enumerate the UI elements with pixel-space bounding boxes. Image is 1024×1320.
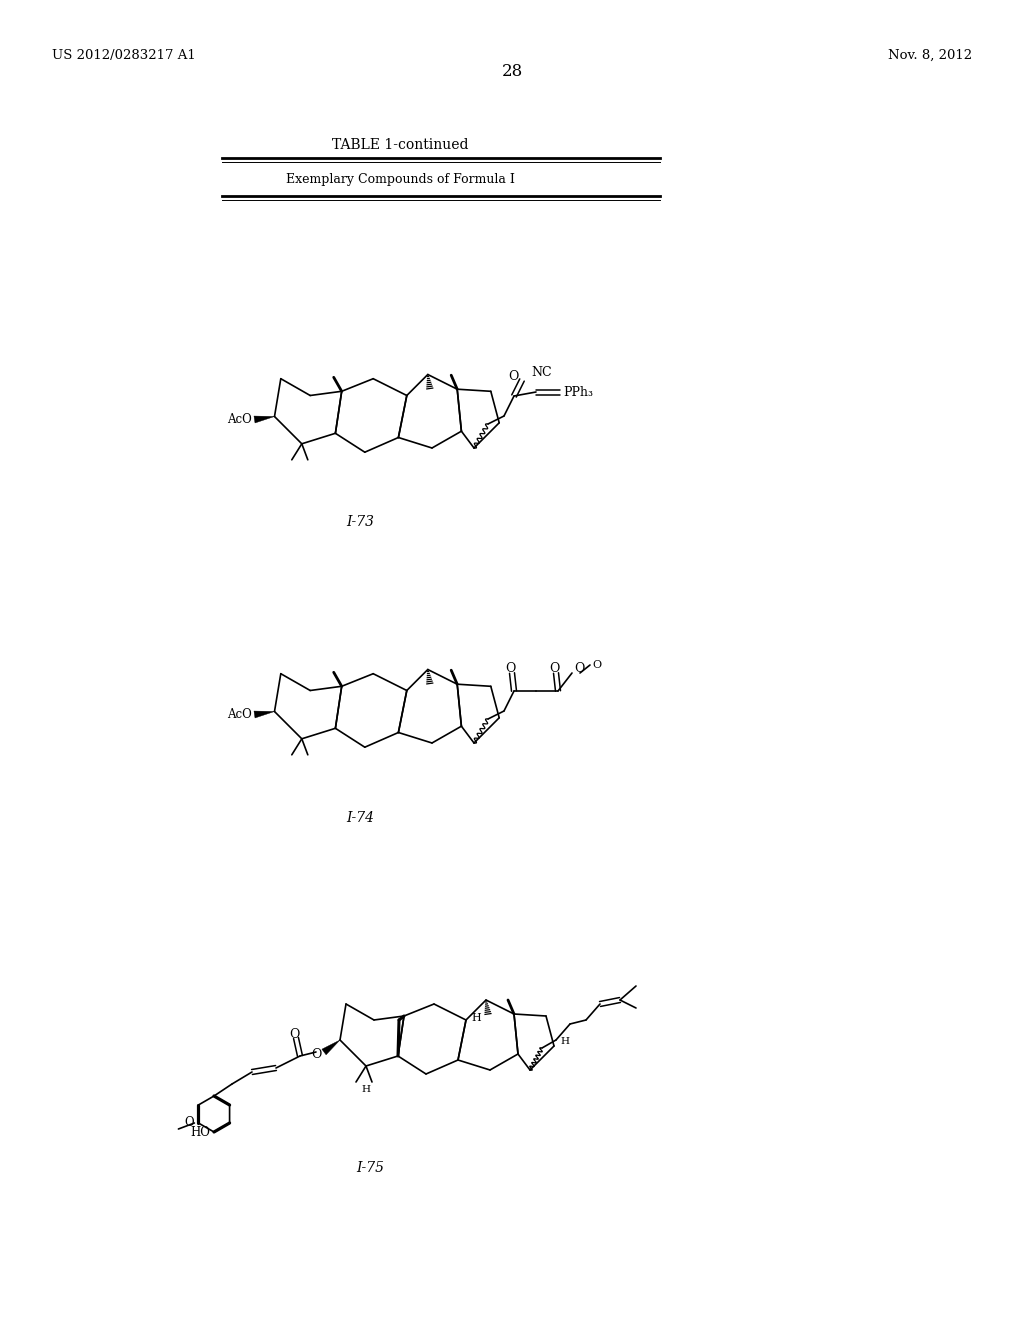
Text: TABLE 1-continued: TABLE 1-continued [332, 139, 468, 152]
Text: AcO: AcO [226, 413, 252, 426]
Text: O: O [549, 663, 559, 676]
Text: I-75: I-75 [356, 1162, 384, 1175]
Text: H: H [560, 1038, 569, 1047]
Text: Nov. 8, 2012: Nov. 8, 2012 [888, 49, 972, 62]
Text: 28: 28 [502, 63, 522, 81]
Text: O: O [592, 660, 601, 671]
Text: Exemplary Compounds of Formula I: Exemplary Compounds of Formula I [286, 173, 514, 186]
Text: I-74: I-74 [346, 810, 374, 825]
Text: O: O [184, 1117, 195, 1130]
Text: US 2012/0283217 A1: US 2012/0283217 A1 [52, 49, 196, 62]
Text: O: O [508, 370, 518, 383]
Polygon shape [322, 1040, 340, 1055]
Polygon shape [254, 416, 274, 422]
Text: O: O [311, 1048, 322, 1060]
Text: NC: NC [531, 366, 552, 379]
Polygon shape [254, 711, 274, 718]
Text: O: O [574, 663, 585, 676]
Text: AcO: AcO [226, 708, 252, 721]
Text: HO: HO [190, 1126, 210, 1138]
Text: H: H [361, 1085, 371, 1094]
Text: I-73: I-73 [346, 515, 374, 529]
Text: H: H [471, 1012, 480, 1023]
Text: O: O [505, 663, 515, 676]
Text: O: O [289, 1027, 299, 1040]
Text: PPh₃: PPh₃ [563, 385, 593, 399]
